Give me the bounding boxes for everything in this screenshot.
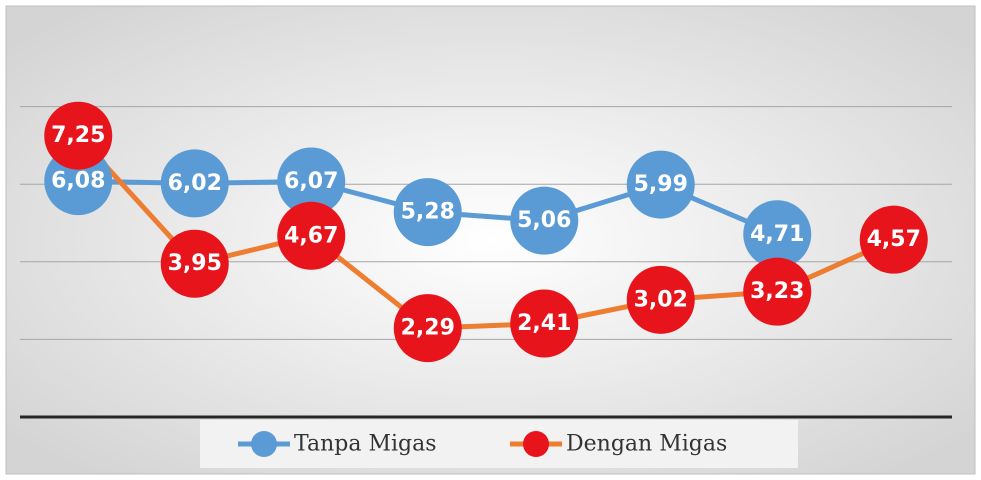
- data-label: 4,57: [867, 227, 921, 252]
- data-label: 3,02: [634, 287, 688, 312]
- marker: [743, 200, 812, 269]
- data-label: 3,95: [168, 251, 222, 276]
- marker: [277, 147, 346, 216]
- data-label: 5,99: [634, 172, 688, 197]
- marker: [277, 201, 346, 270]
- data-label: 2,41: [517, 311, 571, 336]
- legend-label: Tanpa Migas: [294, 432, 437, 457]
- data-label: 3,23: [750, 279, 804, 304]
- marker: [160, 149, 229, 218]
- data-label: 6,08: [51, 169, 105, 194]
- data-label: 4,71: [750, 222, 804, 247]
- marker: [743, 257, 812, 326]
- data-label: 6,02: [168, 171, 222, 196]
- data-label: 7,25: [51, 123, 105, 148]
- marker: [393, 178, 462, 247]
- legend-marker: [523, 431, 549, 457]
- marker: [626, 265, 695, 334]
- marker: [393, 294, 462, 363]
- marker: [859, 205, 928, 274]
- legend-label: Dengan Migas: [566, 432, 727, 457]
- chart-background: [5, 5, 976, 475]
- data-label: 4,67: [284, 223, 338, 248]
- marker: [510, 186, 579, 255]
- marker: [626, 150, 695, 219]
- data-label: 6,07: [284, 169, 338, 194]
- marker: [160, 229, 229, 298]
- data-label: 2,29: [401, 316, 455, 341]
- data-label: 5,06: [517, 208, 571, 233]
- legend-box: [200, 420, 798, 468]
- legend-marker: [251, 431, 277, 457]
- data-label: 5,28: [401, 200, 455, 225]
- marker: [44, 101, 113, 170]
- marker: [510, 289, 579, 358]
